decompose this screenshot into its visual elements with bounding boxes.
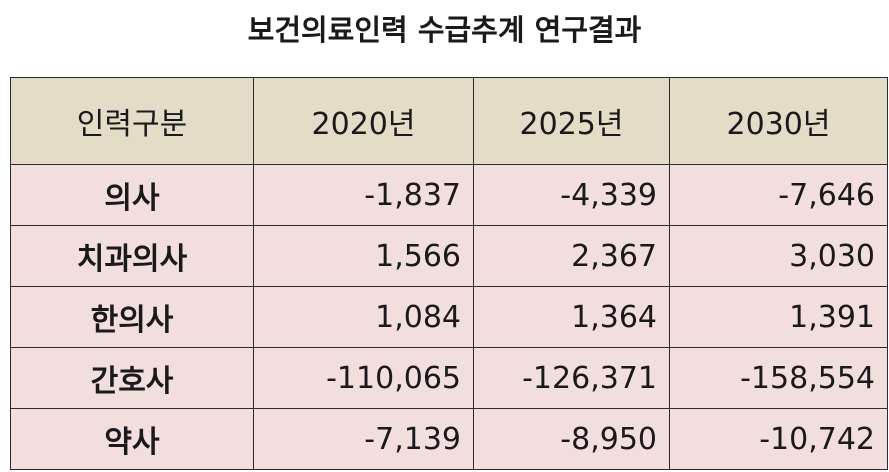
value-cell: -1,837 (253, 164, 474, 226)
header-row: 인력구분 2020년 2025년 2030년 (10, 77, 888, 165)
table-row: 치과의사 1,566 2,367 3,030 (10, 225, 888, 287)
row-label: 간호사 (10, 347, 254, 409)
value-cell: -8,950 (473, 408, 670, 470)
row-label: 약사 (10, 408, 254, 470)
header-year-2020: 2020년 (253, 77, 474, 165)
header-year-2025: 2025년 (473, 77, 670, 165)
table-header: 인력구분 2020년 2025년 2030년 (10, 77, 888, 165)
value-cell: 1,566 (253, 225, 474, 287)
table-row: 간호사 -110,065 -126,371 -158,554 (10, 347, 888, 409)
table-row: 의사 -1,837 -4,339 -7,646 (10, 164, 888, 226)
value-cell: 2,367 (473, 225, 670, 287)
row-label: 한의사 (10, 286, 254, 348)
value-cell: -126,371 (473, 347, 670, 409)
value-cell: 1,084 (253, 286, 474, 348)
value-cell: -10,742 (669, 408, 888, 470)
table-row: 약사 -7,139 -8,950 -10,742 (10, 408, 888, 470)
header-category: 인력구분 (10, 77, 254, 165)
value-cell: -158,554 (669, 347, 888, 409)
value-cell: 1,391 (669, 286, 888, 348)
value-cell: 1,364 (473, 286, 670, 348)
value-cell: -4,339 (473, 164, 670, 226)
value-cell: -7,139 (253, 408, 474, 470)
value-cell: -7,646 (669, 164, 888, 226)
header-year-2030: 2030년 (669, 77, 888, 165)
value-cell: 3,030 (669, 225, 888, 287)
workforce-projection-table: 인력구분 2020년 2025년 2030년 의사 -1,837 -4,339 … (10, 77, 888, 470)
table-row: 한의사 1,084 1,364 1,391 (10, 286, 888, 348)
value-cell: -110,065 (253, 347, 474, 409)
page-title: 보건의료인력 수급추계 연구결과 (247, 13, 642, 47)
table-body: 의사 -1,837 -4,339 -7,646 치과의사 1,566 2,367… (10, 164, 888, 470)
row-label: 의사 (10, 164, 254, 226)
row-label: 치과의사 (10, 225, 254, 287)
